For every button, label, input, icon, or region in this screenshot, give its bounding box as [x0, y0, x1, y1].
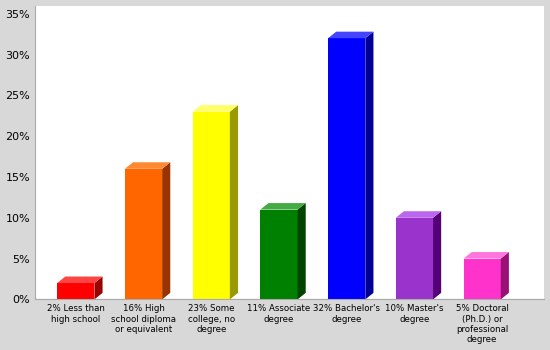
Polygon shape	[433, 211, 441, 299]
Polygon shape	[230, 105, 238, 299]
Polygon shape	[396, 218, 433, 299]
Polygon shape	[162, 162, 170, 299]
Polygon shape	[260, 203, 306, 210]
Polygon shape	[95, 276, 102, 299]
Polygon shape	[464, 259, 500, 299]
Polygon shape	[260, 210, 298, 299]
Polygon shape	[298, 203, 306, 299]
Polygon shape	[328, 32, 373, 38]
Polygon shape	[328, 38, 365, 299]
Polygon shape	[192, 105, 238, 112]
Polygon shape	[396, 211, 441, 218]
Polygon shape	[464, 252, 509, 259]
Polygon shape	[57, 283, 95, 299]
Polygon shape	[500, 252, 509, 299]
Polygon shape	[365, 32, 373, 299]
Polygon shape	[125, 169, 162, 299]
Polygon shape	[192, 112, 230, 299]
Polygon shape	[57, 276, 102, 283]
Polygon shape	[125, 162, 170, 169]
